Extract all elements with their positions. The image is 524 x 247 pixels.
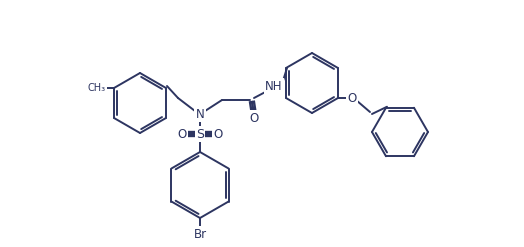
Text: N: N: [195, 107, 204, 121]
Text: O: O: [178, 127, 187, 141]
Text: O: O: [347, 91, 357, 104]
Text: NH: NH: [265, 80, 283, 92]
Text: O: O: [249, 111, 259, 124]
Text: O: O: [213, 127, 223, 141]
Text: Br: Br: [193, 227, 206, 241]
Text: S: S: [196, 127, 204, 141]
Text: CH₃: CH₃: [88, 83, 106, 93]
